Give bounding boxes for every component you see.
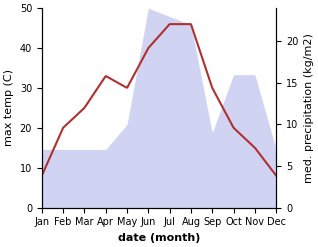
Y-axis label: max temp (C): max temp (C): [4, 69, 14, 146]
X-axis label: date (month): date (month): [118, 233, 200, 243]
Y-axis label: med. precipitation (kg/m2): med. precipitation (kg/m2): [304, 33, 314, 183]
